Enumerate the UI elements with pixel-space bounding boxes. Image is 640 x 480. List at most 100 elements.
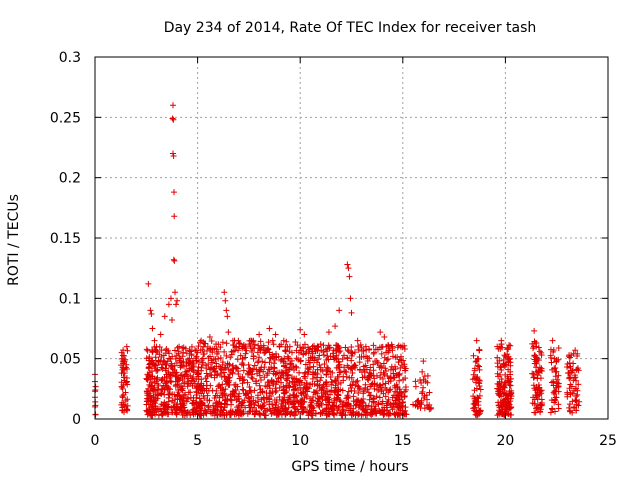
data-point (273, 411, 280, 418)
data-point (402, 404, 409, 411)
y-tick-label: 0.15 (50, 231, 81, 247)
data-point (153, 378, 160, 385)
data-point (291, 381, 298, 388)
data-point (148, 311, 155, 318)
data-point (322, 381, 329, 388)
data-point (369, 380, 376, 387)
data-point (196, 358, 203, 365)
data-point (330, 347, 337, 354)
data-point (548, 405, 555, 412)
data-point (239, 386, 246, 393)
data-point (349, 350, 356, 357)
data-point (266, 382, 273, 389)
data-point (258, 343, 265, 350)
data-point (223, 352, 230, 359)
data-point (477, 408, 484, 415)
data-point (496, 410, 503, 417)
data-point (216, 401, 223, 408)
data-point (529, 340, 536, 347)
data-point (188, 352, 195, 359)
data-point (152, 354, 159, 361)
data-point (476, 363, 483, 370)
data-point (377, 409, 384, 416)
data-point (176, 343, 183, 350)
data-point (266, 359, 273, 366)
data-point (159, 412, 166, 419)
data-point (397, 407, 404, 414)
data-point (473, 375, 480, 382)
data-point (354, 398, 361, 405)
data-point (426, 406, 433, 413)
data-point (267, 408, 274, 415)
data-point (155, 382, 162, 389)
data-point (344, 355, 351, 362)
data-point (555, 344, 562, 351)
data-point (242, 345, 249, 352)
data-point (171, 213, 178, 220)
data-point (402, 411, 409, 418)
data-point (325, 329, 332, 336)
data-point (531, 356, 538, 363)
data-point (393, 409, 400, 416)
data-point (351, 387, 358, 394)
data-point (471, 367, 478, 374)
data-point (301, 373, 308, 380)
data-point (336, 307, 343, 314)
data-point (347, 366, 354, 373)
data-point (551, 355, 558, 362)
data-point (334, 391, 341, 398)
data-point (120, 391, 127, 398)
data-point (187, 348, 194, 355)
data-point (153, 348, 160, 355)
data-point (327, 373, 334, 380)
data-point (203, 370, 210, 377)
data-point (317, 377, 324, 384)
data-point (311, 371, 318, 378)
data-point (203, 410, 210, 417)
data-point (167, 295, 174, 302)
data-point (143, 355, 150, 362)
data-point (148, 404, 155, 411)
data-point (476, 392, 483, 399)
data-point (283, 338, 290, 345)
data-point (369, 411, 376, 418)
data-point (424, 379, 431, 386)
data-point (234, 356, 241, 363)
data-point (384, 407, 391, 414)
data-point (304, 371, 311, 378)
data-point (220, 406, 227, 413)
data-point (308, 399, 315, 406)
data-point (393, 381, 400, 388)
data-point (184, 368, 191, 375)
data-point (360, 348, 367, 355)
data-point (566, 404, 573, 411)
data-point (229, 369, 236, 376)
data-point (349, 381, 356, 388)
data-point (209, 402, 216, 409)
data-point (534, 372, 541, 379)
data-point (247, 345, 254, 352)
data-point (382, 365, 389, 372)
data-point (572, 347, 579, 354)
data-point (320, 342, 327, 349)
data-point (246, 408, 253, 415)
data-point (310, 393, 317, 400)
data-point (203, 347, 210, 354)
data-point (223, 340, 230, 347)
data-point (169, 365, 176, 372)
data-point (121, 374, 128, 381)
data-point (177, 393, 184, 400)
data-point (227, 354, 234, 361)
data-point (262, 349, 269, 356)
data-point (420, 394, 427, 401)
data-point (394, 399, 401, 406)
data-point (153, 343, 160, 350)
data-point (533, 383, 540, 390)
x-tick-label: 5 (193, 433, 202, 449)
data-point (276, 343, 283, 350)
data-point (328, 378, 335, 385)
data-point (153, 361, 160, 368)
data-point (551, 365, 558, 372)
data-point (572, 385, 579, 392)
data-point (474, 411, 481, 418)
